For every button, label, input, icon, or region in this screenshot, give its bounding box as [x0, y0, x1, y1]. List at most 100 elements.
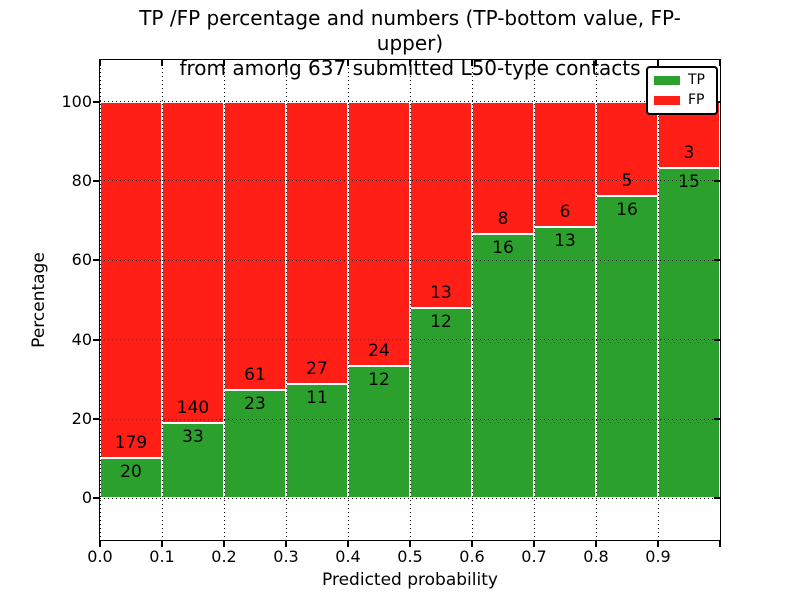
x-tick-mark: [657, 541, 659, 547]
x-tick-mark: [595, 541, 597, 547]
title-line-2: from among 637 submitted L50-type contac…: [179, 56, 641, 80]
x-tick-mark-top: [161, 60, 163, 66]
y-tick-mark: [93, 338, 100, 341]
x-gridline: [720, 60, 721, 540]
y-tick-label: 20: [71, 409, 92, 428]
x-tick-label: 0.6: [459, 547, 485, 566]
tp-count-label: 20: [120, 462, 142, 483]
tp-bar-segment: [410, 307, 472, 499]
y-tick-mark-right: [714, 418, 720, 420]
y-tick-mark-right: [714, 259, 720, 262]
fp-count-label: 6: [559, 201, 571, 222]
x-tick-label: 0.4: [335, 547, 361, 566]
y-axis-label: Percentage: [29, 252, 49, 348]
x-tick-mark-top: [657, 60, 659, 66]
tp-bar-segment: [596, 196, 658, 499]
fp-bar-segment: [534, 101, 596, 227]
x-gridline: [286, 60, 287, 540]
tp-bar-segment: [162, 422, 224, 499]
x-tick-mark: [719, 541, 721, 547]
tp-bar-segment: [658, 167, 720, 499]
x-tick-mark: [285, 541, 287, 547]
y-tick-label: 80: [71, 170, 92, 190]
x-tick-mark: [471, 541, 473, 547]
y-tick-label: 0: [81, 488, 92, 508]
x-tick-label: 0.0: [87, 547, 113, 566]
x-tick-mark: [409, 541, 411, 547]
tp-count-label: 11: [306, 387, 328, 408]
y-tick-mark: [93, 179, 100, 182]
legend: TP FP: [646, 66, 718, 115]
x-gridline: [348, 60, 349, 540]
x-tick-label: 0.7: [521, 547, 547, 566]
fp-count-label: 24: [368, 341, 390, 362]
x-tick-mark-top: [471, 60, 473, 66]
tp-count-label: 33: [182, 426, 204, 447]
fp-count-label: 140: [176, 397, 210, 418]
tp-bar-segment: [100, 458, 162, 499]
tp-bar-segment: [472, 233, 534, 499]
x-gridline: [596, 60, 597, 540]
x-gridline: [658, 60, 659, 540]
fp-count-label: 8: [497, 208, 509, 229]
x-gridline: [162, 60, 163, 540]
fp-count-label: 179: [114, 433, 148, 454]
x-tick-mark: [99, 541, 101, 547]
x-tick-label: 0.9: [645, 547, 671, 566]
x-tick-label: 0.8: [583, 547, 609, 566]
x-tick-mark-top: [409, 60, 411, 66]
x-gridline: [224, 60, 225, 540]
tp-count-label: 16: [616, 200, 638, 221]
tp-bar-segment: [534, 226, 596, 499]
legend-label-fp: FP: [688, 92, 705, 108]
x-gridline: [472, 60, 473, 540]
y-tick-mark-right: [714, 179, 720, 182]
y-tick-label: 100: [61, 91, 92, 111]
y-tick-mark: [93, 418, 100, 420]
x-gridline: [410, 60, 411, 540]
x-tick-label: 0.5: [397, 547, 423, 566]
tp-bar-segment: [224, 389, 286, 499]
fp-count-label: 3: [683, 142, 695, 163]
fp-bar-segment: [348, 101, 410, 367]
tp-count-label: 23: [244, 393, 266, 414]
fp-bar-segment: [410, 101, 472, 308]
x-tick-mark: [223, 541, 225, 547]
y-tick-label: 60: [71, 250, 92, 270]
tp-count-label: 12: [430, 311, 452, 332]
y-tick-mark-right: [714, 497, 720, 500]
fp-bar-segment: [286, 101, 348, 384]
chart-title: TP /FP percentage and numbers (TP-bottom…: [110, 6, 710, 81]
x-tick-mark-top: [223, 60, 225, 66]
fp-bar-segment: [162, 101, 224, 423]
legend-label-tp: TP: [688, 72, 705, 88]
legend-item-tp: TP: [654, 73, 710, 88]
fp-bar-segment: [224, 101, 286, 390]
x-tick-label: 0.1: [149, 547, 175, 566]
x-tick-mark-top: [719, 60, 721, 66]
x-tick-mark-top: [285, 60, 287, 66]
fp-bar-segment: [472, 101, 534, 234]
x-tick-label: 0.3: [273, 547, 299, 566]
x-axis-label: Predicted probability: [322, 570, 498, 590]
fp-count-label: 61: [244, 364, 266, 385]
tp-color-swatch: [654, 76, 680, 85]
fp-bar-segment: [100, 101, 162, 459]
legend-item-fp: FP: [654, 93, 710, 108]
x-tick-mark-top: [99, 60, 101, 66]
fp-color-swatch: [654, 96, 680, 105]
x-tick-mark-top: [595, 60, 597, 66]
tp-count-label: 15: [678, 171, 700, 192]
title-line-1: TP /FP percentage and numbers (TP-bottom…: [139, 6, 681, 55]
y-tick-mark: [93, 259, 100, 262]
y-tick-mark-right: [714, 338, 720, 341]
y-tick-mark: [93, 100, 100, 103]
fp-bar-segment: [596, 101, 658, 197]
tp-count-label: 16: [492, 237, 514, 258]
x-tick-label: 0.2: [211, 547, 237, 566]
fp-count-label: 27: [306, 358, 328, 379]
x-tick-mark-top: [347, 60, 349, 66]
x-gridline: [100, 60, 101, 540]
x-gridline: [534, 60, 535, 540]
